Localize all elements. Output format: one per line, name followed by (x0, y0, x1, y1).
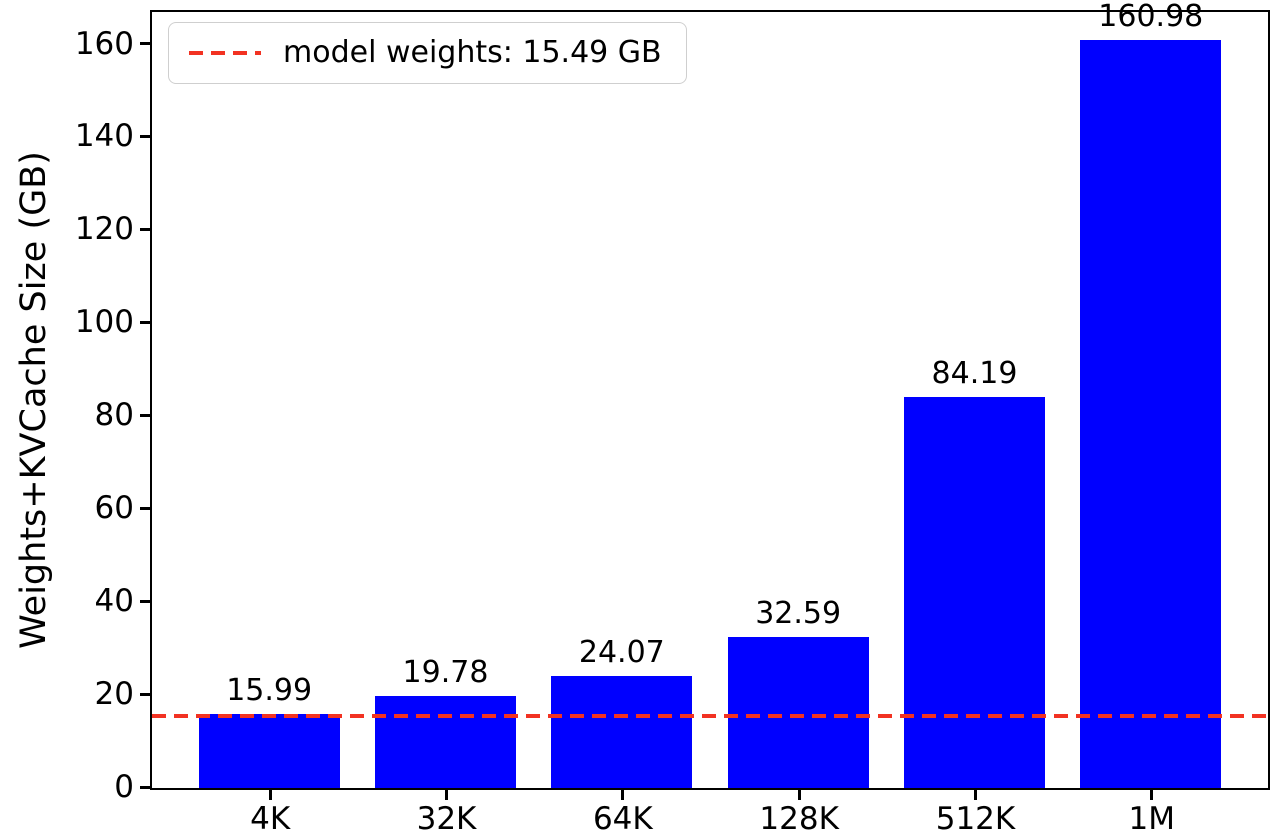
y-tick-label: 140 (74, 118, 134, 155)
x-tick-mark (268, 790, 272, 800)
bar-value-label: 160.98 (1098, 0, 1204, 34)
bar-32K (374, 696, 517, 788)
x-tick-label: 4K (250, 801, 291, 836)
y-tick-mark (140, 413, 150, 417)
y-tick-mark (140, 227, 150, 231)
x-tick-mark (621, 790, 625, 800)
x-tick-label: 1M (1128, 801, 1176, 836)
x-tick-label: 128K (759, 801, 839, 836)
y-tick-label: 160 (74, 25, 134, 62)
bar-1M (1080, 39, 1222, 788)
dashed-line-legend-swatch (189, 50, 261, 56)
y-tick-mark (140, 692, 150, 696)
y-tick-mark (140, 134, 150, 138)
bar-512K (903, 396, 1045, 788)
y-tick-mark (140, 320, 150, 324)
bar-value-label: 24.07 (578, 635, 665, 671)
y-tick-mark (140, 42, 150, 46)
y-tick-mark (140, 506, 150, 510)
y-tick-label: 80 (94, 397, 134, 434)
bar-value-label: 19.78 (402, 655, 489, 691)
x-tick-label: 512K (935, 801, 1016, 836)
y-tick-mark (140, 599, 150, 603)
x-tick-label: 64K (592, 801, 653, 836)
bar-value-label: 84.19 (931, 355, 1018, 391)
y-tick-label: 60 (94, 490, 134, 527)
y-tick-mark (140, 785, 150, 789)
legend: model weights: 15.49 GB (168, 22, 687, 84)
plot-area: model weights: 15.49 GB 15.99 19.78 24.07 3… (150, 0, 1270, 790)
bar-128K (727, 636, 869, 788)
y-tick-label: 120 (74, 211, 134, 248)
x-tick-mark (797, 790, 801, 800)
bar-value-label: 32.59 (755, 595, 842, 631)
y-tick-label: 0 (114, 769, 134, 805)
y-tick-label: 100 (74, 304, 134, 341)
y-tick-label: 40 (94, 583, 134, 620)
bar-4K (198, 713, 340, 788)
bar-value-label: 15.99 (226, 672, 313, 708)
bar-64K (551, 676, 693, 788)
y-tick-label: 20 (94, 676, 134, 713)
x-tick-mark (1150, 790, 1154, 800)
x-tick-mark (973, 790, 977, 800)
x-tick-mark (445, 790, 448, 800)
x-tick-label: 32K (416, 801, 477, 836)
legend-label: model weights: 15.49 GB (283, 35, 662, 70)
model-weights-reference-line (152, 714, 1268, 719)
